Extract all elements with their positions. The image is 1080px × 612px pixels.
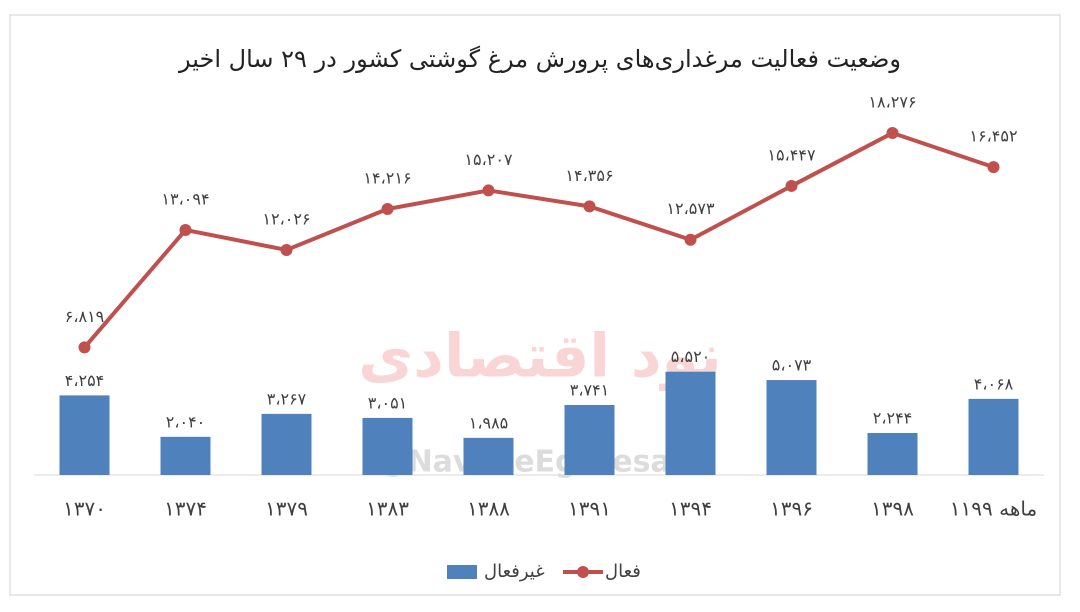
- point: [583, 200, 596, 213]
- bar: [867, 433, 918, 475]
- point: [684, 233, 697, 246]
- data-label: ۲،۰۴۰: [166, 412, 206, 431]
- data-label: ۲،۲۴۴: [873, 409, 913, 428]
- bar: [362, 417, 413, 475]
- data-label: ۱۲،۰۲۶: [262, 209, 310, 228]
- point: [78, 341, 91, 354]
- x-tick-label: ۱۳۷۴: [164, 497, 207, 521]
- x-tick-label: ۱۳۷۹: [265, 497, 308, 521]
- data-label: ۱۶،۴۵۲: [969, 127, 1017, 146]
- data-label: ۱،۹۸۵: [469, 413, 509, 432]
- data-label: ۱۴،۲۱۶: [363, 168, 411, 187]
- bar: [261, 413, 312, 475]
- point: [381, 202, 394, 215]
- x-tick-label: ۱۳۸۳: [366, 497, 409, 521]
- x-tick-label: ۱۳۹۸: [871, 497, 914, 521]
- legend-swatch: [447, 565, 477, 579]
- data-label: ۱۵،۲۰۷: [464, 150, 513, 169]
- data-label: ۱۴،۳۵۶: [565, 166, 613, 185]
- bar: [463, 437, 514, 475]
- x-tick-label: ۱۳۹۶: [770, 497, 813, 521]
- legend-swatch: [577, 566, 589, 578]
- point: [785, 179, 798, 192]
- line: [82, 131, 995, 349]
- data-label: ۱۳،۰۹۴: [161, 189, 209, 208]
- x-tick-label: ۱۳۹۴: [669, 497, 712, 521]
- point: [179, 223, 192, 236]
- data-label: ۴،۰۶۸: [974, 374, 1014, 393]
- data-label: ۱۸،۲۷۶: [868, 93, 916, 112]
- chart-frame: [9, 14, 1061, 596]
- point: [987, 161, 1000, 174]
- chart-title: وضعیت فعالیت مرغداری‌های پرورش مرغ گوشتی…: [178, 45, 901, 73]
- data-label: ۳،۲۶۷: [267, 389, 307, 408]
- legend-label: فعال: [605, 561, 641, 582]
- point: [280, 243, 293, 256]
- watermark: @NavadeEghtesadi: [378, 445, 703, 480]
- x-tick-label: ۱۳۸۸: [467, 497, 510, 521]
- bar: [665, 371, 716, 475]
- data-label: ۳،۷۴۱: [570, 380, 610, 399]
- bar: [160, 436, 211, 475]
- data-label: ۶،۸۱۹: [65, 307, 105, 326]
- bar: [59, 395, 110, 475]
- legend-label: غیرفعال: [484, 561, 545, 582]
- point: [482, 184, 495, 197]
- point: [886, 127, 899, 139]
- data-label: ۵،۰۷۳: [772, 356, 812, 375]
- bar: [766, 380, 817, 475]
- data-label: ۵،۵۲۰: [671, 347, 711, 366]
- x-tick-label: ۱۱ماهه ۹۹: [950, 497, 1037, 521]
- bar: [968, 398, 1019, 475]
- x-tick-label: ۱۳۷۰: [63, 497, 106, 521]
- x-tick-label: ۱۳۹۱: [568, 497, 611, 521]
- watermark: نود اقتصادی: [358, 322, 722, 392]
- bar: [564, 404, 615, 475]
- data-label: ۱۲،۵۷۳: [666, 199, 715, 218]
- data-label: ۱۵،۴۴۷: [767, 145, 816, 164]
- data-label: ۴،۲۵۴: [65, 371, 105, 390]
- data-label: ۳،۰۵۱: [368, 393, 408, 412]
